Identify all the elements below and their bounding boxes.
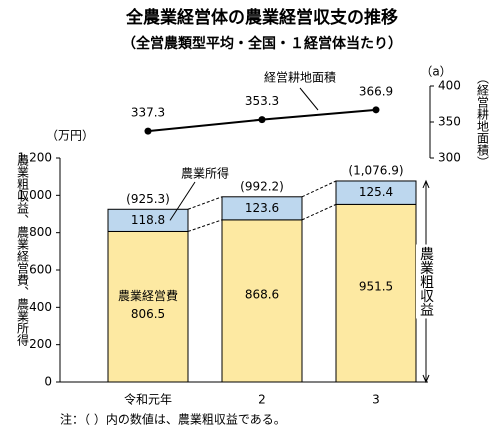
y-tick-label: 600 — [29, 263, 52, 277]
y2-tick-label: 400 — [438, 79, 461, 93]
line-point — [372, 106, 380, 114]
total-label: (992.2) — [240, 179, 284, 193]
x-tick-label: 2 — [258, 393, 266, 407]
bar-segment — [335, 180, 417, 205]
y-tick-label: 1,000 — [18, 188, 52, 202]
data-label: 123.6 — [245, 201, 279, 215]
bar-segment — [107, 208, 189, 232]
callout-line — [169, 181, 196, 221]
y2-axis-label: （経営耕地面積） — [476, 72, 490, 168]
total-label: (925.3) — [126, 192, 170, 206]
series-name: 農業経営費 — [118, 288, 178, 303]
y-axis-label: 農業粗収益、農業経営費、農業所得 — [16, 154, 30, 346]
connector — [301, 180, 337, 198]
data-label: 353.3 — [245, 94, 279, 108]
data-label: 125.4 — [359, 185, 393, 199]
y-tick-label: 0 — [44, 375, 52, 389]
series-name: 農業所得 — [181, 166, 229, 181]
note: 注：（ ）内の数値は、農業粗収益である。 — [60, 412, 286, 427]
y-tick-label: 800 — [29, 225, 52, 239]
arrow-head — [422, 374, 430, 384]
callout-line — [299, 87, 319, 111]
x-tick-label: 3 — [372, 393, 380, 407]
line-point — [258, 116, 266, 124]
data-label: 951.5 — [359, 280, 393, 294]
data-label: 868.6 — [245, 287, 279, 301]
totals-name: 農業粗収益 — [418, 246, 434, 316]
x-tick-label: 令和元年 — [124, 392, 172, 407]
arrow-head — [422, 179, 430, 189]
total-label: (1,076.9) — [348, 163, 403, 177]
data-label: 366.9 — [359, 84, 393, 98]
connector — [187, 196, 223, 210]
line-point — [144, 127, 152, 135]
connector — [301, 203, 337, 221]
y-unit: （万円） — [46, 129, 94, 143]
y2-tick-label: 300 — [438, 151, 461, 165]
y-tick-label: 400 — [29, 300, 52, 314]
bar-segment — [221, 196, 303, 221]
bar-segment — [107, 230, 189, 383]
chart-subtitle: （全営農類型平均・全国・１経営体当たり） — [122, 35, 402, 52]
chart-title: 全農業経営体の農業経営収支の推移 — [125, 7, 398, 28]
bar-segment — [221, 219, 303, 383]
y2-tick-label: 350 — [438, 115, 461, 129]
y-tick-label: 200 — [29, 337, 52, 351]
data-label: 806.5 — [131, 307, 165, 321]
data-label: 118.8 — [131, 213, 165, 227]
y2-unit: （a） — [420, 65, 451, 79]
data-label: 337.3 — [131, 106, 165, 120]
y-tick-label: 1,200 — [18, 151, 52, 165]
label-bg — [416, 244, 436, 319]
bar-segment — [335, 203, 417, 383]
connector — [187, 219, 223, 232]
series-name: 経営耕地面積 — [264, 70, 336, 85]
